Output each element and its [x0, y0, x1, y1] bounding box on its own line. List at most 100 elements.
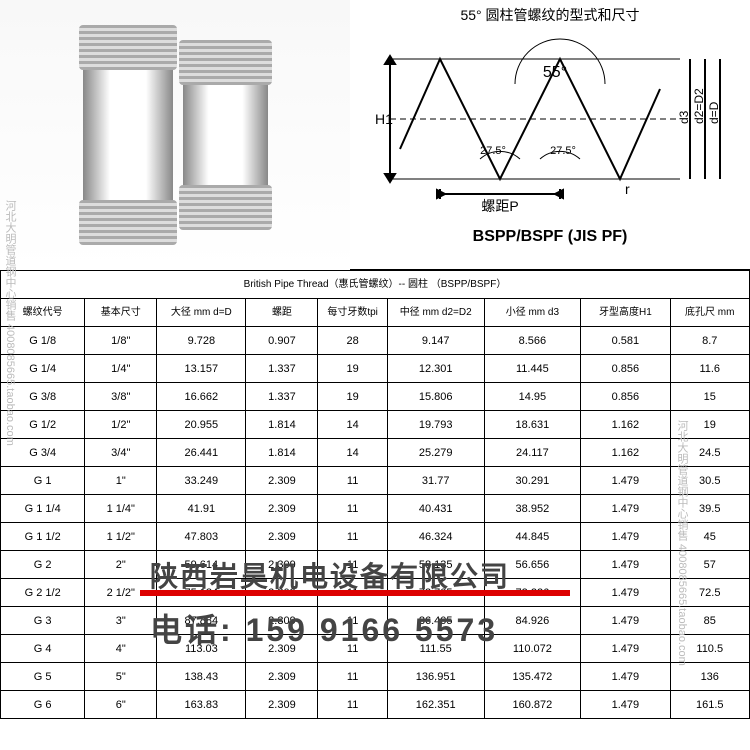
table-row: G 1 1/21 1/2"47.8032.3091146.32444.8451.…	[1, 523, 750, 551]
table-header-cell: 基本尺寸	[85, 299, 157, 327]
table-cell: 30.291	[484, 467, 581, 495]
table-row: G 1/41/4"13.1571.3371912.30111.4450.8561…	[1, 355, 750, 383]
product-photo	[0, 0, 350, 270]
table-cell: 12.301	[387, 355, 484, 383]
angle-55-label: 55°	[543, 64, 567, 81]
table-row: G 66"163.832.30911162.351160.8721.479161…	[1, 691, 750, 719]
table-cell: 1.814	[246, 439, 318, 467]
table-cell: 25.279	[387, 439, 484, 467]
table-cell: 19	[318, 383, 387, 411]
table-row: G 1/81/8"9.7280.907289.1478.5660.5818.7	[1, 327, 750, 355]
table-cell: 1"	[85, 467, 157, 495]
table-header-cell: 小径 mm d3	[484, 299, 581, 327]
table-cell: 1.337	[246, 355, 318, 383]
table-cell: 1.162	[581, 411, 670, 439]
table-cell: 11	[318, 467, 387, 495]
table-cell: 0.856	[581, 355, 670, 383]
table-cell: 136	[670, 663, 750, 691]
table-cell: 16.662	[157, 383, 246, 411]
table-body: G 1/81/8"9.7280.907289.1478.5660.5818.7G…	[1, 327, 750, 719]
table-cell: 161.5	[670, 691, 750, 719]
table-cell: 18.631	[484, 411, 581, 439]
phone-number: 159 9166 5573	[246, 612, 499, 648]
table-cell: 19.793	[387, 411, 484, 439]
table-cell: 5"	[85, 663, 157, 691]
h1-label: H1	[375, 111, 393, 127]
table-cell: 11	[318, 495, 387, 523]
table-cell: 11.445	[484, 355, 581, 383]
table-cell: 47.803	[157, 523, 246, 551]
diagram-title: 55° 圆柱管螺纹的型式和尺寸	[360, 5, 740, 25]
watermark-side-right: 河北大明管道钢中心销售 4008085665.taobao.com	[674, 420, 690, 666]
diagram-bottom-label: BSPP/BSPF (JIS PF)	[360, 228, 740, 246]
table-cell: 11.6	[670, 355, 750, 383]
table-cell: 6"	[85, 691, 157, 719]
table-cell: G 1	[1, 467, 85, 495]
table-cell: 9.728	[157, 327, 246, 355]
table-header-cell: 牙型高度H1	[581, 299, 670, 327]
pitch-label: 螺距P	[481, 198, 518, 214]
table-cell: 15	[670, 383, 750, 411]
table-cell: 162.351	[387, 691, 484, 719]
table-cell: 136.951	[387, 663, 484, 691]
angle-half1-label: 27.5°	[480, 145, 506, 157]
table-cell: 14.95	[484, 383, 581, 411]
table-cell: 2.309	[246, 523, 318, 551]
table-cell: 26.441	[157, 439, 246, 467]
table-cell: 1.479	[581, 551, 670, 579]
table-cell: 1.479	[581, 523, 670, 551]
table-cell: 0.907	[246, 327, 318, 355]
table-row: G 1 1/41 1/4"41.912.3091140.43138.9521.4…	[1, 495, 750, 523]
table-cell: 41.91	[157, 495, 246, 523]
table-cell: 24.117	[484, 439, 581, 467]
watermark-company: 陕西岩昊机电设备有限公司	[150, 555, 510, 595]
top-section: 55° 圆柱管螺纹的型式和尺寸 55° 27.5° 27	[0, 0, 750, 270]
table-cell: 1.479	[581, 467, 670, 495]
table-row: G 11"33.2492.3091131.7730.2911.47930.5	[1, 467, 750, 495]
table-cell: 46.324	[387, 523, 484, 551]
table-cell: 28	[318, 327, 387, 355]
table-cell: 40.431	[387, 495, 484, 523]
table-cell: 1.479	[581, 691, 670, 719]
table-header-row: 螺纹代号基本尺寸大径 mm d=D螺距每寸牙数tpi中径 mm d2=D2小径 …	[1, 299, 750, 327]
table-row: G 3/83/8"16.6621.3371915.80614.950.85615	[1, 383, 750, 411]
table-cell: 11	[318, 663, 387, 691]
table-cell: 44.845	[484, 523, 581, 551]
table-cell: 1.337	[246, 383, 318, 411]
table-cell: G 1 1/2	[1, 523, 85, 551]
table-cell: 138.43	[157, 663, 246, 691]
table-cell: 1 1/4"	[85, 495, 157, 523]
pipe-nipple-1	[83, 25, 173, 245]
table-cell: 1/8"	[85, 327, 157, 355]
table-header-cell: 螺距	[246, 299, 318, 327]
table-cell: 15.806	[387, 383, 484, 411]
table-row: G 55"138.432.30911136.951135.4721.479136	[1, 663, 750, 691]
angle-half2-label: 27.5°	[550, 145, 576, 157]
table-cell: 1.479	[581, 495, 670, 523]
table-title: British Pipe Thread（惠氏管螺纹）-- 圆柱 （BSPP/BS…	[1, 271, 750, 299]
table-cell: 160.872	[484, 691, 581, 719]
table-cell: 2.309	[246, 691, 318, 719]
table-cell: 135.472	[484, 663, 581, 691]
table-cell: 31.77	[387, 467, 484, 495]
table-cell: 8.7	[670, 327, 750, 355]
d-label: d=D	[707, 101, 721, 124]
table-cell: 19	[318, 355, 387, 383]
table-cell: 2.309	[246, 467, 318, 495]
table-row: G 1/21/2"20.9551.8141419.79318.6311.1621…	[1, 411, 750, 439]
table-cell: 3/8"	[85, 383, 157, 411]
d2-label: d2=D2	[692, 88, 706, 124]
table-cell: G 1 1/4	[1, 495, 85, 523]
table-cell: 9.147	[387, 327, 484, 355]
table-section: 陕西岩昊机电设备有限公司 电话: 159 9166 5573 British P…	[0, 270, 750, 719]
table-cell: G 2 1/2	[1, 579, 85, 607]
table-cell: 2.309	[246, 663, 318, 691]
phone-label: 电话:	[150, 612, 234, 648]
table-cell: 33.249	[157, 467, 246, 495]
table-cell: 110.072	[484, 635, 581, 663]
table-cell: 8.566	[484, 327, 581, 355]
table-cell: G 6	[1, 691, 85, 719]
table-cell: 0.581	[581, 327, 670, 355]
watermark-red-bar	[140, 590, 570, 596]
table-cell: G 2	[1, 551, 85, 579]
